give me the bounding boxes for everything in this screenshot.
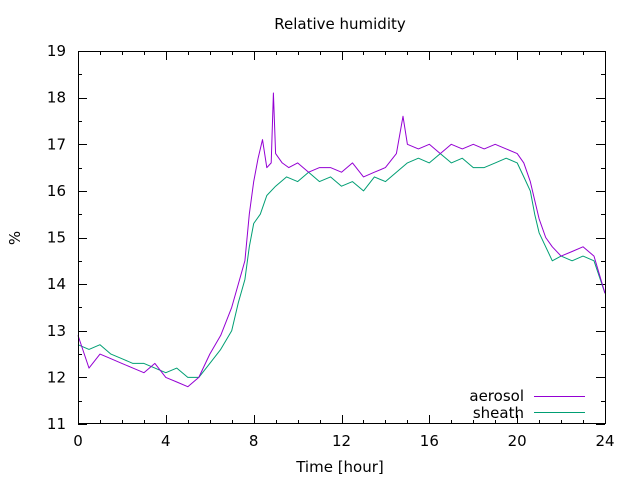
tick-labels: 0 4 8 12 16 20 24 11 12 13 14 15 16 17 18 19 [47,42,615,450]
chart-title: Relative humidity [274,15,406,33]
x-tick-label: 12 [332,432,351,450]
y-tick-label: 15 [47,229,66,247]
legend-label-aerosol: aerosol [469,387,524,405]
y-tick-label: 16 [47,182,66,200]
x-tick-label: 4 [161,432,171,450]
y-tick-label: 14 [47,275,66,293]
series-layer [77,92,606,388]
series-line-sheath [77,153,606,378]
y-tick-label: 13 [47,322,66,340]
plot-frame [78,51,606,424]
y-tick-label: 17 [47,135,66,153]
y-tick-label: 18 [47,89,66,107]
y-tick-label: 12 [47,368,66,386]
x-tick-label: 0 [73,432,83,450]
series-line-aerosol [77,92,606,388]
x-tick-label: 20 [508,432,527,450]
y-tick-label: 19 [47,42,66,60]
x-tick-label: 24 [595,432,614,450]
legend: aerosol sheath [469,387,585,422]
legend-label-sheath: sheath [473,404,524,422]
axis-ticks [78,51,606,425]
x-axis-label: Time [hour] [295,458,384,476]
y-axis-label: % [6,231,24,245]
x-tick-label: 16 [420,432,439,450]
x-tick-label: 8 [249,432,259,450]
y-tick-label: 11 [47,415,66,433]
